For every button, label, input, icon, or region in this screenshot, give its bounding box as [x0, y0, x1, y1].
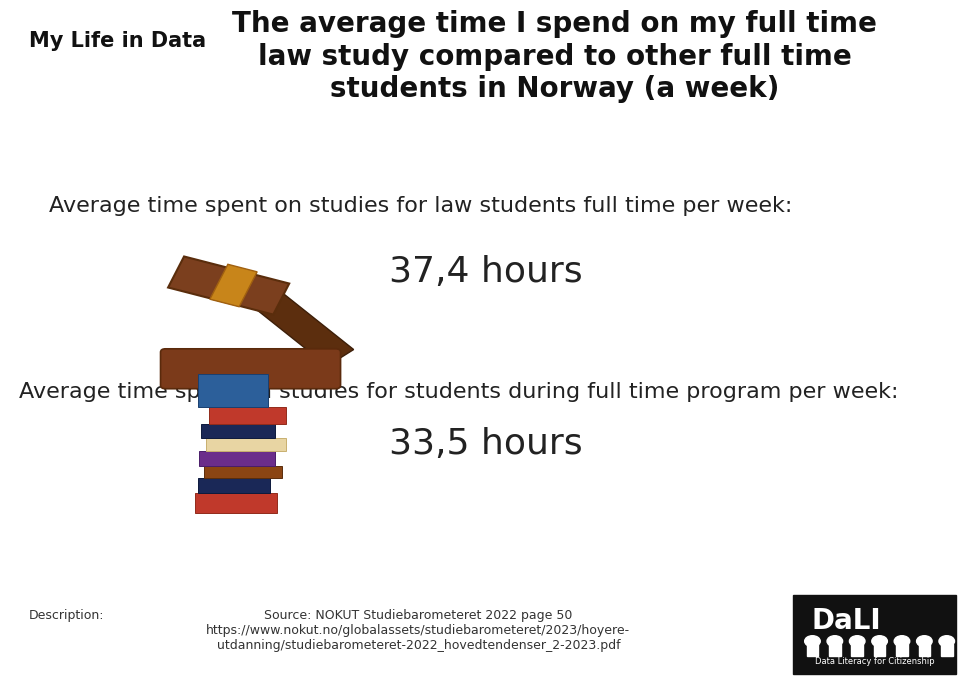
Text: Source: NOKUT Studiebarometeret 2022 page 50
https://www.nokut.no/globalassets/s: Source: NOKUT Studiebarometeret 2022 pag…: [206, 609, 631, 652]
FancyBboxPatch shape: [209, 407, 286, 424]
Circle shape: [849, 636, 865, 647]
FancyBboxPatch shape: [807, 644, 818, 656]
Circle shape: [827, 636, 843, 647]
Polygon shape: [250, 288, 353, 366]
Text: DaLI: DaLI: [811, 607, 882, 635]
Text: Description:: Description:: [29, 609, 105, 622]
FancyBboxPatch shape: [161, 349, 341, 389]
FancyBboxPatch shape: [204, 466, 282, 478]
FancyBboxPatch shape: [851, 644, 863, 656]
Polygon shape: [210, 264, 257, 307]
Circle shape: [917, 636, 932, 647]
FancyBboxPatch shape: [198, 374, 268, 407]
FancyBboxPatch shape: [201, 424, 275, 438]
Text: 33,5 hours: 33,5 hours: [389, 427, 583, 461]
Circle shape: [939, 636, 955, 647]
Text: My Life in Data: My Life in Data: [29, 31, 206, 51]
Text: Average time spent on studies for law students full time per week:: Average time spent on studies for law st…: [49, 196, 792, 216]
Circle shape: [872, 636, 887, 647]
Polygon shape: [168, 257, 289, 314]
FancyBboxPatch shape: [896, 644, 908, 656]
Text: The average time I spend on my full time
law study compared to other full time
s: The average time I spend on my full time…: [233, 10, 877, 103]
Text: Average time spent on studies for students during full time program per week:: Average time spent on studies for studen…: [19, 382, 899, 402]
FancyBboxPatch shape: [793, 595, 956, 674]
Circle shape: [894, 636, 910, 647]
FancyBboxPatch shape: [195, 493, 277, 513]
Text: Data Literacy for Citizenship: Data Literacy for Citizenship: [815, 657, 934, 666]
FancyBboxPatch shape: [874, 644, 885, 656]
FancyBboxPatch shape: [829, 644, 841, 656]
Text: 37,4 hours: 37,4 hours: [389, 255, 583, 289]
FancyBboxPatch shape: [206, 438, 286, 451]
Circle shape: [805, 636, 820, 647]
FancyBboxPatch shape: [199, 451, 275, 466]
FancyBboxPatch shape: [919, 644, 930, 656]
FancyBboxPatch shape: [941, 644, 953, 656]
FancyBboxPatch shape: [198, 478, 270, 493]
